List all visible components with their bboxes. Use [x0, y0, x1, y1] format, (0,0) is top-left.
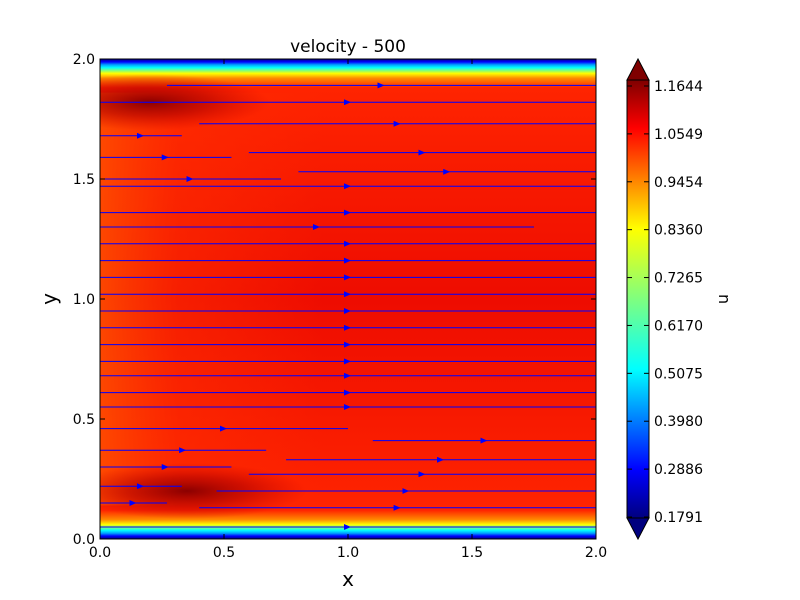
field-peak-1 — [100, 463, 307, 519]
field-inlet-region — [100, 92, 324, 506]
chart-title: velocity - 500 — [290, 37, 406, 57]
y-tick-label: 0.5 — [73, 412, 95, 428]
colorbar-tick-label: 1.0549 — [654, 127, 703, 143]
x-tick-label: 0.5 — [213, 545, 235, 561]
colorbar-tick-label: 0.7265 — [654, 271, 703, 287]
colorbar-extend-max — [626, 57, 650, 81]
colorbar-tick-label: 0.3980 — [654, 414, 703, 430]
colorbar-tick-label: 0.2886 — [654, 462, 703, 478]
colorbar-tick-label: 0.1791 — [654, 510, 703, 526]
velocity-field — [100, 59, 596, 539]
colorbar-label: u — [713, 294, 732, 304]
y-tick-label: 1.0 — [73, 292, 95, 308]
colorbar: 1.1644 1.0549 0.9454 0.8360 0.7265 0.6170 0.50… — [626, 57, 732, 541]
colorbar-tick-label: 0.6170 — [654, 318, 703, 334]
x-axis-ticks: 0.0 0.5 1.0 1.5 2.0 — [89, 59, 607, 561]
x-tick-label: 1.0 — [337, 545, 359, 561]
y-tick-label: 1.5 — [73, 172, 95, 188]
colorbar-extend-min — [626, 517, 650, 541]
x-tick-label: 0.0 — [89, 545, 111, 561]
y-tick-label: 0.0 — [73, 532, 95, 548]
colorbar-tick-label: 0.9454 — [654, 175, 703, 191]
y-tick-label: 2.0 — [73, 52, 95, 68]
colorbar-body — [626, 79, 650, 519]
colorbar-ticks: 1.1644 1.0549 0.9454 0.8360 0.7265 0.6170 0.50… — [627, 79, 703, 526]
colorbar-tick-label: 1.1644 — [654, 79, 703, 95]
colorbar-tick-label: 0.8360 — [654, 223, 703, 239]
colorbar-tick-label: 0.5075 — [654, 366, 703, 382]
y-axis-label: y — [37, 293, 61, 305]
streamlines — [100, 82, 596, 530]
y-axis-ticks: 0.0 0.5 1.0 1.5 2.0 — [73, 52, 596, 548]
x-axis-label: x — [342, 567, 354, 591]
x-tick-label: 2.0 — [585, 545, 607, 561]
x-tick-label: 1.5 — [461, 545, 483, 561]
